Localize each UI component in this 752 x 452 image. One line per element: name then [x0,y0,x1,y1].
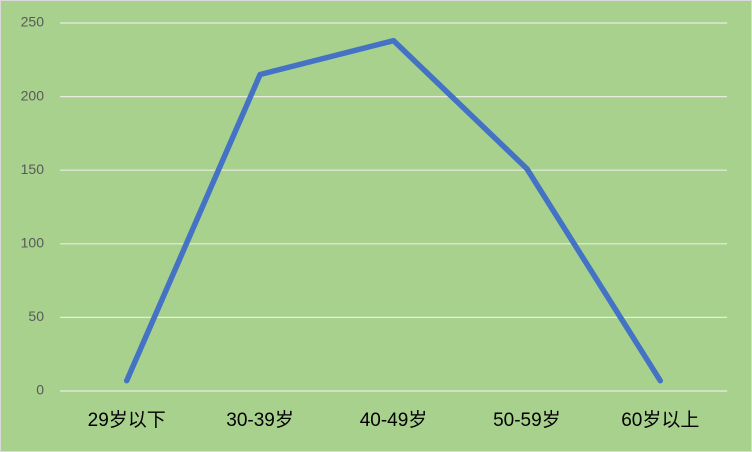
y-tick-label: 0 [36,382,44,398]
x-tick-label: 40-49岁 [360,409,428,431]
x-tick-label: 29岁以下 [88,409,166,431]
data-line [123,37,664,384]
y-tick-label: 250 [21,14,45,30]
x-tick-label: 50-59岁 [493,409,561,431]
x-tick-label: 30-39岁 [226,409,294,431]
x-tick-label: 60岁以上 [621,409,699,431]
y-tick-label: 200 [21,87,45,103]
y-tick-label: 50 [28,308,44,324]
y-tick-label: 100 [21,235,45,251]
y-tick-label: 150 [21,161,45,177]
